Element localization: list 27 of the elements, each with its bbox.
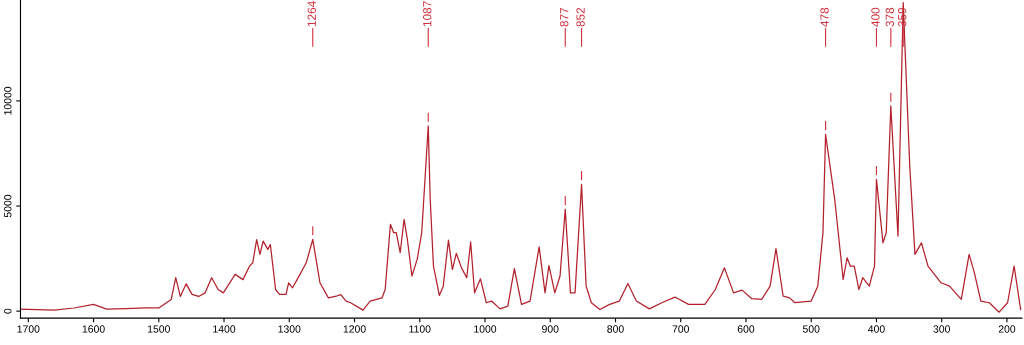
annotation: 1087: [423, 1, 432, 27]
annotation: 877: [560, 7, 569, 27]
x-tick-label: 700: [672, 325, 690, 333]
x-tick-label: 300: [933, 325, 950, 333]
x-tick-label: 900: [542, 325, 559, 333]
x-tick-label: 1600: [82, 325, 105, 333]
x-tick-label: 800: [607, 325, 624, 333]
x-tick-label: 1300: [278, 325, 301, 333]
annotation: 852: [576, 7, 585, 27]
annotation: 478: [820, 7, 829, 27]
x-tick-label: 600: [737, 325, 755, 333]
x-tick-label: 1500: [148, 325, 170, 333]
annotation: 1264: [307, 1, 316, 27]
y-tick-label: 10000: [4, 86, 12, 115]
x-tick-label: 1000: [474, 325, 497, 333]
x-tick-label: 1700: [17, 325, 40, 333]
annotation: 400: [871, 7, 880, 27]
line-series: [20, 1, 1022, 313]
x-tick-label: 500: [802, 325, 820, 333]
annotation: 378: [885, 7, 894, 27]
x-tick-label: 1400: [213, 325, 236, 333]
x-tick-label: 1100: [409, 325, 431, 333]
y-tick-label: 0: [4, 308, 12, 314]
x-tick-label: 400: [868, 325, 885, 333]
x-tick-label: 200: [998, 325, 1016, 333]
y-tick-label: 5000: [4, 194, 12, 218]
x-tick-label: 1200: [343, 325, 366, 333]
